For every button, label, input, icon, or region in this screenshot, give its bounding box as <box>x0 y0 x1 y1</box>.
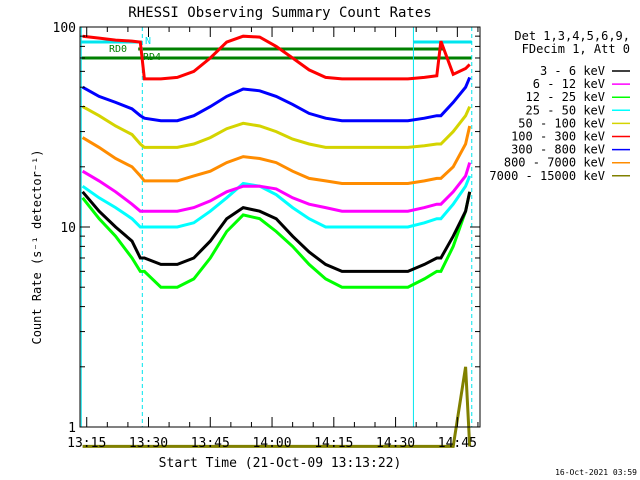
x-tick-label: 14:00 <box>252 436 291 451</box>
legend-label: 25 - 50 keV <box>526 103 605 117</box>
series-line-0 <box>81 190 472 273</box>
x-tick-label: 13:30 <box>129 436 168 451</box>
legend-label: 12 - 25 keV <box>526 90 605 104</box>
y-tick-label: 100 <box>53 21 76 36</box>
series-line-2 <box>81 191 472 289</box>
series-line-7 <box>81 125 472 185</box>
series-line-6 <box>81 76 472 123</box>
generation-timestamp: 16-Oct-2021 03:59 <box>555 468 637 477</box>
series-line-5 <box>82 34 471 81</box>
info-line-1: Det 1,3,4,5,6,9, <box>514 29 630 43</box>
series-line-4 <box>81 105 472 149</box>
x-tick-label: 14:45 <box>438 436 477 451</box>
info-line-2: FDecim 1, Att 0 <box>522 42 630 56</box>
legend-label: 6 - 12 keV <box>533 77 605 91</box>
legend-label: 100 - 300 keV <box>511 130 605 144</box>
series-line-1 <box>81 162 472 213</box>
legend-label: 7000 - 15000 keV <box>489 169 605 183</box>
x-tick-label: 13:45 <box>191 436 230 451</box>
y-axis-label: Count Rate (s⁻¹ detector⁻¹) <box>30 149 44 344</box>
flag-label-rd0: RD0 <box>109 44 127 55</box>
series-lines <box>81 34 472 448</box>
series-line-3 <box>81 175 472 229</box>
y-tick-label: 1 <box>68 421 76 436</box>
chart-title: RHESSI Observing Summary Count Rates <box>128 5 431 21</box>
flag-bars: N RD0 RD4 <box>81 36 472 63</box>
flag-label-rd4: RD4 <box>143 52 161 63</box>
x-axis-label: Start Time (21-Oct-09 13:13:22) <box>159 456 402 471</box>
series-line-8 <box>82 366 472 448</box>
y-tick-label: 10 <box>60 221 76 236</box>
x-tick-label: 14:30 <box>376 436 415 451</box>
flag-label-n: N <box>145 36 151 47</box>
x-tick-label: 13:15 <box>67 436 106 451</box>
legend-label: 3 - 6 keV <box>540 64 605 78</box>
legend-label: 50 - 100 keV <box>518 116 605 130</box>
axes: 1 10 100 13:15 13:30 13:45 14:00 14:15 14:30 14:4… <box>53 21 481 451</box>
x-tick-label: 14:15 <box>314 436 353 451</box>
legend-label: 300 - 800 keV <box>511 143 605 157</box>
legend-label: 800 - 7000 keV <box>504 156 605 170</box>
